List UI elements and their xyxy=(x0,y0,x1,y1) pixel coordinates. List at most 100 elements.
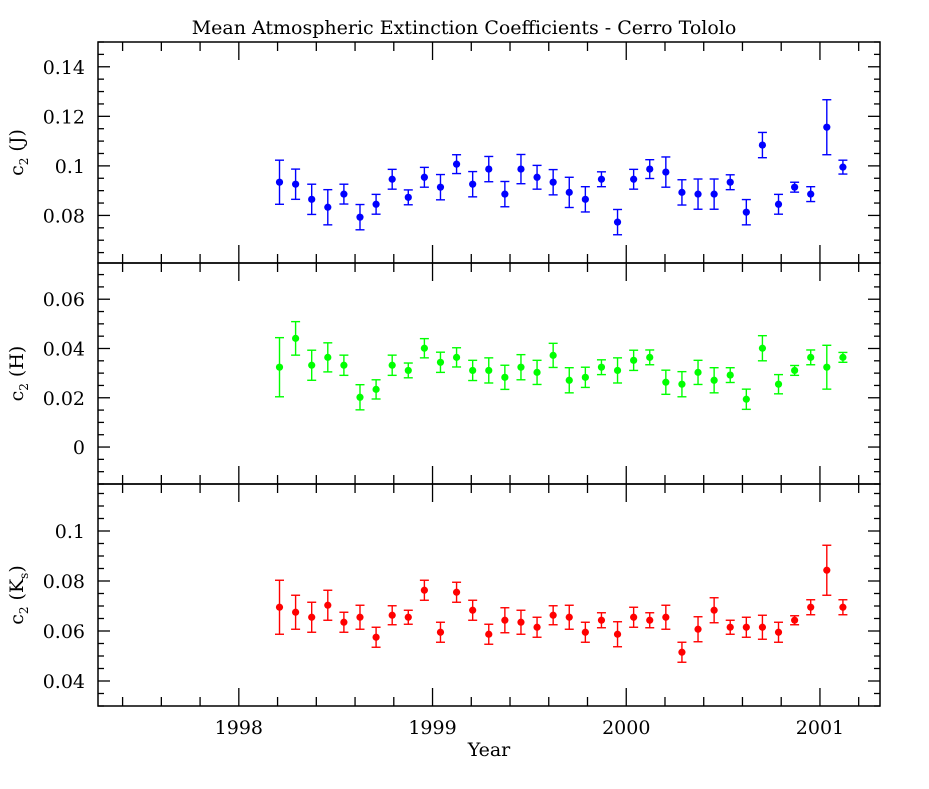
y-label-main: c xyxy=(6,391,28,402)
y-label-main: c xyxy=(6,165,28,176)
data-point xyxy=(548,168,558,196)
marker xyxy=(630,175,638,183)
marker xyxy=(485,630,493,638)
data-point xyxy=(387,354,397,377)
marker xyxy=(324,353,332,361)
marker xyxy=(420,173,428,181)
data-point xyxy=(435,351,445,374)
data-point xyxy=(725,174,735,191)
data-point xyxy=(516,153,526,185)
data-point xyxy=(822,344,832,390)
data-point xyxy=(307,183,317,216)
data-point xyxy=(484,357,494,384)
marker xyxy=(388,611,396,619)
data-point xyxy=(822,99,832,156)
marker xyxy=(340,361,348,369)
data-point xyxy=(323,188,333,226)
marker xyxy=(501,190,509,198)
y-tick-label: 0.12 xyxy=(43,106,85,128)
data-point xyxy=(790,615,800,626)
y-label-band: H xyxy=(6,353,28,370)
marker xyxy=(308,361,316,369)
x-tick-label: 1998 xyxy=(215,717,263,739)
data-point xyxy=(403,362,413,379)
marker xyxy=(340,618,348,626)
marker xyxy=(646,616,654,624)
data-point xyxy=(725,367,735,384)
marker xyxy=(308,613,316,621)
data-point xyxy=(468,170,478,198)
marker xyxy=(726,178,734,186)
y-tick-label: 0.08 xyxy=(43,571,85,593)
data-point xyxy=(774,193,784,215)
marker xyxy=(404,366,412,375)
marker xyxy=(839,603,847,611)
data-point xyxy=(838,351,848,363)
chart-title: Mean Atmospheric Extinction Coefficients… xyxy=(192,17,737,39)
marker xyxy=(597,363,606,371)
marker xyxy=(694,625,702,633)
marker xyxy=(678,380,686,388)
marker xyxy=(324,601,332,609)
data-point xyxy=(596,612,606,629)
y-label-sub: 2 xyxy=(17,158,31,166)
data-point xyxy=(693,616,703,643)
data-point xyxy=(323,589,333,621)
data-point xyxy=(500,364,510,391)
data-point xyxy=(532,164,542,190)
marker xyxy=(742,623,750,631)
data-point xyxy=(613,621,623,648)
data-point xyxy=(613,208,623,236)
marker xyxy=(678,648,686,656)
y-tick-label: 0.08 xyxy=(43,205,85,227)
marker xyxy=(694,190,702,198)
marker xyxy=(581,628,589,636)
data-point xyxy=(613,357,623,384)
marker xyxy=(726,623,734,631)
y-tick-label: 0.14 xyxy=(43,57,85,79)
data-point xyxy=(339,183,349,205)
data-point xyxy=(806,599,816,616)
data-point xyxy=(629,349,639,372)
marker xyxy=(630,613,638,621)
marker xyxy=(517,618,525,626)
y-tick-label: 0.02 xyxy=(43,388,85,410)
marker xyxy=(807,190,815,198)
marker xyxy=(404,193,412,201)
marker xyxy=(533,623,541,631)
data-point xyxy=(741,388,751,411)
data-point xyxy=(709,597,719,624)
marker xyxy=(388,175,396,183)
y-tick-label: 0.06 xyxy=(43,621,85,643)
data-point xyxy=(500,180,510,208)
data-point xyxy=(645,612,655,629)
data-point xyxy=(661,604,671,630)
marker xyxy=(678,188,686,196)
data-point xyxy=(838,159,848,175)
panel-h: 0 0.02 0.04 0.06 c2 (H) xyxy=(6,262,881,485)
marker xyxy=(791,183,799,191)
data-point xyxy=(629,168,639,190)
marker xyxy=(517,363,525,371)
marker xyxy=(275,603,284,611)
marker xyxy=(356,613,364,621)
data-point xyxy=(580,621,590,643)
data-point xyxy=(757,614,767,640)
panel-frame xyxy=(97,483,881,707)
data-point xyxy=(548,605,558,626)
data-point xyxy=(596,171,606,188)
marker xyxy=(436,183,445,191)
data-point xyxy=(355,604,365,630)
x-tick-label: 1999 xyxy=(408,717,456,739)
marker xyxy=(469,180,477,188)
marker xyxy=(597,175,606,183)
marker xyxy=(565,188,573,196)
data-point xyxy=(419,337,429,359)
marker xyxy=(485,366,493,375)
data-point xyxy=(629,606,639,628)
x-axis-label: Year xyxy=(467,739,511,761)
data-point xyxy=(339,354,349,377)
data-point xyxy=(516,353,526,381)
y-label-band-open: ( xyxy=(6,593,28,600)
marker xyxy=(581,373,589,381)
